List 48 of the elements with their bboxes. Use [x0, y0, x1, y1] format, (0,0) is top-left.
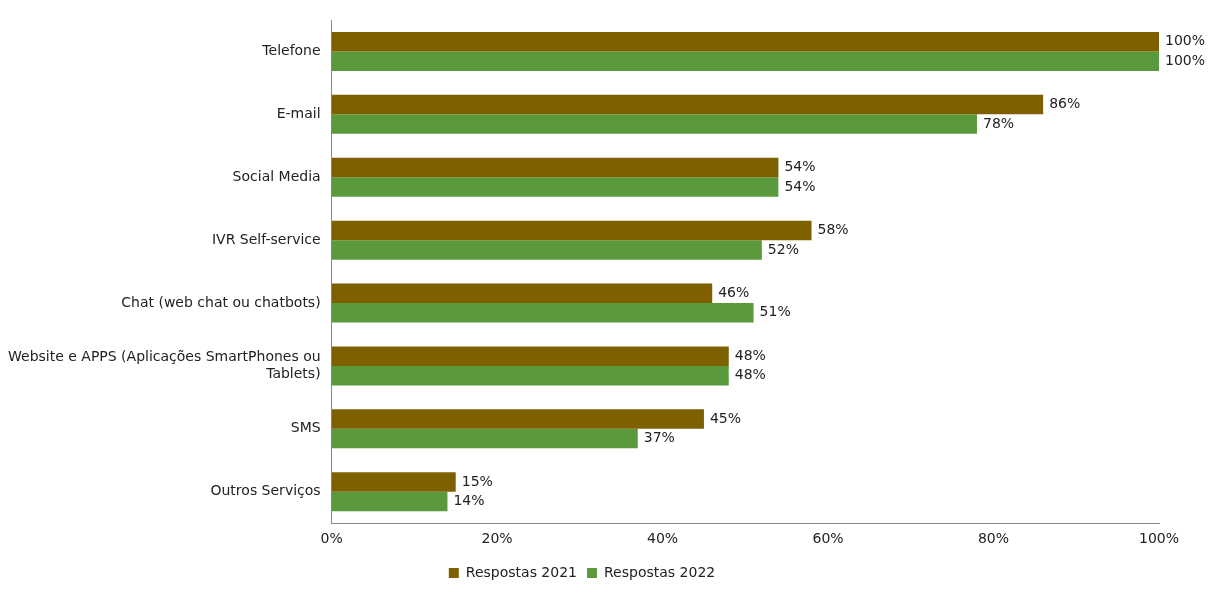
x-tick-label: 0% — [320, 530, 343, 547]
data-label: 15% — [461, 472, 493, 489]
y-tick-label: SMS — [290, 419, 321, 436]
bar — [331, 240, 762, 260]
y-tick-label: E-mail — [276, 104, 321, 121]
bar — [331, 409, 704, 429]
x-tick-label: 20% — [481, 530, 513, 547]
data-label: 48% — [734, 366, 766, 383]
y-tick-label: Telefone — [261, 42, 321, 59]
y-tick-label: Social Media — [232, 167, 321, 184]
bar — [331, 491, 448, 512]
y-tick-label: Website e APPS (Aplicações SmartPhones ou Tablets) — [8, 348, 321, 381]
data-label: 52% — [767, 240, 799, 257]
data-label: 54% — [784, 177, 816, 194]
y-tick-label: Chat (web chat ou chatbots) — [121, 293, 321, 310]
bar — [331, 346, 729, 366]
x-tick-label: 80% — [977, 530, 1010, 547]
data-label: 54% — [784, 158, 816, 175]
data-label: 100% — [1165, 51, 1206, 68]
legend-label: Respostas 2021 — [465, 563, 578, 580]
data-label: 46% — [718, 283, 750, 300]
bar — [331, 31, 1159, 52]
x-tick-label: 60% — [812, 530, 844, 547]
data-label: 86% — [1049, 95, 1081, 112]
data-label: 45% — [709, 409, 742, 426]
bar — [331, 428, 638, 449]
data-label: 37% — [643, 429, 675, 446]
x-tick-label: 40% — [647, 530, 679, 547]
bar — [331, 283, 713, 304]
bar — [331, 220, 812, 241]
data-label: 48% — [734, 346, 766, 363]
bar — [331, 365, 729, 386]
bar — [331, 177, 779, 197]
bar — [331, 114, 977, 134]
data-label: 78% — [982, 114, 1015, 131]
legend-label: Respostas 2022 — [604, 563, 716, 580]
bar — [331, 94, 1044, 115]
data-label: 58% — [817, 221, 849, 238]
bar — [331, 303, 754, 323]
bar — [331, 157, 779, 178]
bar — [331, 472, 456, 492]
y-tick-label: IVR Self-service — [211, 230, 321, 247]
y-tick-label: Outros Serviços — [210, 482, 321, 499]
data-label: 100% — [1165, 32, 1206, 49]
x-tick-label: 100% — [1138, 530, 1180, 547]
data-label: 51% — [759, 303, 791, 320]
bar — [331, 51, 1159, 71]
data-label: 14% — [453, 492, 485, 509]
